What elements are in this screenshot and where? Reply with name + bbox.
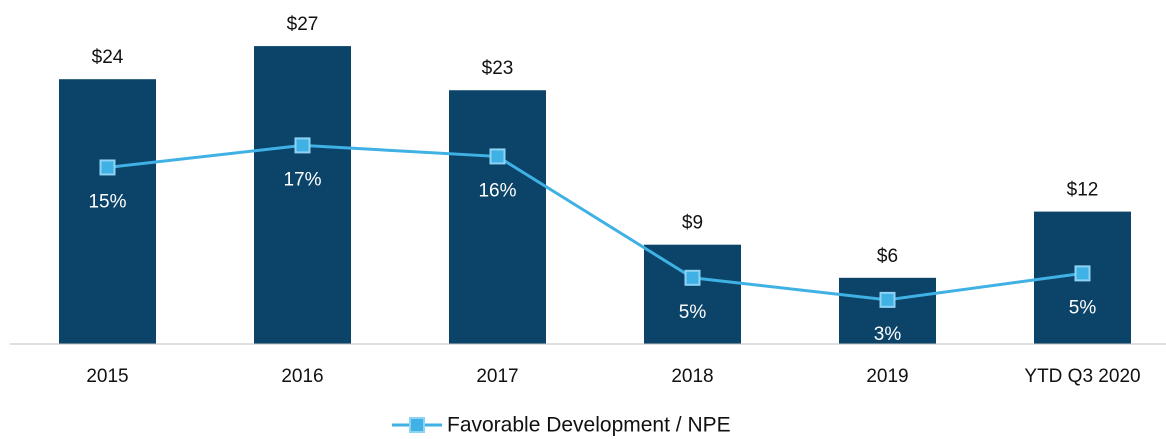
line-value-label: 15% — [88, 191, 126, 212]
legend-label: Favorable Development / NPE — [447, 414, 731, 437]
line-value-label: 3% — [874, 324, 902, 345]
line-value-label: 16% — [478, 180, 516, 201]
bar — [839, 277, 936, 344]
line-value-label: 5% — [1069, 297, 1097, 318]
line-marker — [99, 159, 116, 176]
x-tick-label: 2016 — [281, 366, 323, 387]
x-tick-label: YTD Q3 2020 — [1024, 366, 1140, 387]
line-marker — [294, 137, 311, 154]
line-value-label: 5% — [679, 302, 707, 323]
bar-value-label: $27 — [287, 14, 319, 35]
bar — [254, 46, 351, 344]
bar-value-label: $9 — [682, 213, 703, 234]
x-tick-label: 2019 — [866, 366, 908, 387]
bar — [59, 79, 156, 344]
line-marker — [879, 291, 896, 308]
line — [107, 143, 1083, 302]
line-marker — [684, 269, 701, 286]
legend-marker — [409, 417, 425, 433]
x-tick-label: 2015 — [86, 366, 128, 387]
line-value-label: 17% — [283, 169, 321, 190]
bar-value-label: $23 — [482, 58, 514, 79]
line-marker — [489, 148, 506, 165]
bar — [449, 90, 546, 344]
bar-value-label: $12 — [1067, 180, 1099, 201]
x-tick-label: 2018 — [671, 366, 713, 387]
line-marker — [1074, 265, 1091, 282]
bar-value-label: $6 — [877, 246, 898, 267]
bar — [644, 244, 741, 344]
bar-value-label: $24 — [92, 47, 124, 68]
x-tick-label: 2017 — [476, 366, 518, 387]
